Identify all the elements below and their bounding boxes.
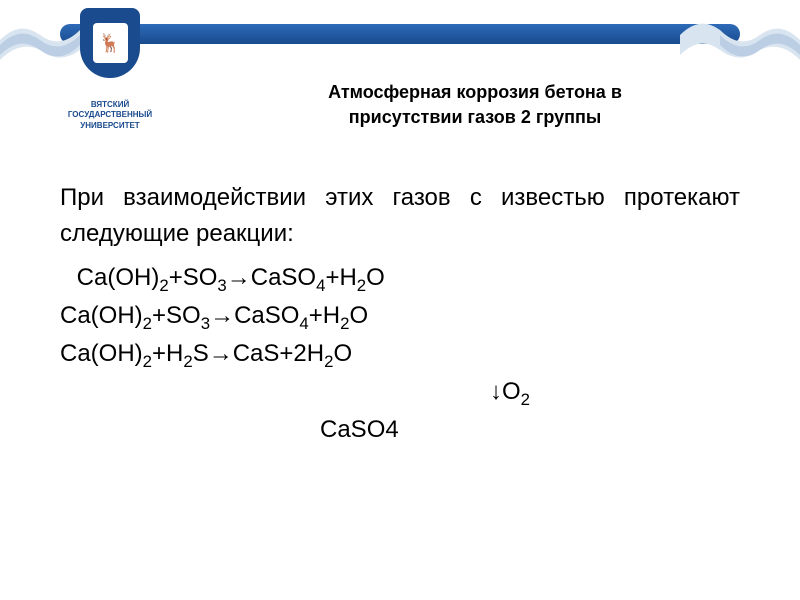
university-line3: УНИВЕРСИТЕТ [50, 121, 170, 131]
university-logo: 🦌 [75, 8, 145, 98]
reaction-3: Ca(OH)2+H2S→CaS+2H2O [60, 336, 740, 374]
header-bar [60, 24, 740, 44]
title-line1: Атмосферная коррозия бетона в [250, 80, 700, 105]
logo-shield: 🦌 [80, 8, 140, 78]
reaction-2: Ca(OH)2+SO3→CaSO4+H2O [60, 298, 740, 336]
ribbon-right [680, 10, 800, 70]
university-line1: ВЯТСКИЙ [50, 100, 170, 110]
slide-content: При взаимодействии этих газов с известью… [60, 180, 740, 448]
reaction-1: Ca(OH)2+SO3→CaSO4+H2O [70, 260, 740, 298]
title-line2: присутствии газов 2 группы [250, 105, 700, 130]
intro-text: При взаимодействии этих газов с известью… [60, 180, 740, 252]
reaction-arrow: ↓O2 [280, 374, 740, 412]
university-line2: ГОСУДАРСТВЕННЫЙ [50, 110, 170, 120]
logo-symbol: 🦌 [93, 23, 128, 63]
slide-title: Атмосферная коррозия бетона в присутстви… [250, 80, 700, 130]
final-product: CaSO4 [320, 412, 740, 448]
university-name: ВЯТСКИЙ ГОСУДАРСТВЕННЫЙ УНИВЕРСИТЕТ [50, 100, 170, 131]
